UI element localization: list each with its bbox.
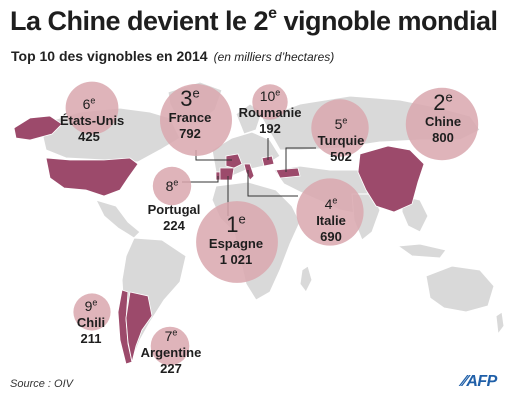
rank-usa: 6e [82,95,96,112]
rank-espagne: 1e [226,212,246,238]
leader-italie [247,170,298,197]
france-shape [225,153,243,169]
label-chili: 9e Chili 211 [68,294,114,347]
name-turquie: Turquie [317,132,365,148]
name-roumanie: Roumanie [238,104,302,120]
leader-portugal [182,176,219,183]
bubble-espagne [196,201,278,283]
argentina-shape [125,291,153,363]
label-roumanie: 10e Roumanie 192 [238,84,302,137]
label-espagne: 1e Espagne 1 021 [200,212,272,268]
value-italie: 690 [320,228,342,244]
new-zealand [495,311,505,336]
value-argentine: 227 [160,360,182,376]
label-portugal: Portugal 224 [134,202,214,234]
value-chili: 211 [80,330,102,346]
bubble-chili [73,293,111,331]
label-argentine: 7e Argentine 227 [134,324,208,377]
rank-france: 3e [180,86,200,112]
name-chili: Chili [76,314,106,330]
name-chine: Chine [424,114,462,130]
rank-portugal: 8e [165,177,179,194]
label-chine: 2e Chine 800 [418,90,468,146]
label-italie: 4e Italie 690 [302,192,360,245]
australia [425,265,495,313]
leader-lines [182,138,316,216]
bubble-italie [296,178,364,246]
label-turquie: 5e Turquie 502 [310,112,372,165]
highlighted-countries [13,115,425,365]
usa-shape [45,157,139,197]
rank-italie: 4e [324,195,338,212]
leader-turquie [285,147,316,172]
italy-shape [243,163,255,181]
romania-shape [261,155,275,167]
name-argentine: Argentine [140,344,202,360]
source-note: Source : OIV [10,378,73,390]
page-title: La Chine devient le 2e vignoble mondial [10,5,498,36]
bubble-roumanie [252,84,288,120]
bubble-argentine [150,326,190,366]
value-turquie: 502 [330,148,352,164]
name-espagne: Espagne [208,236,264,252]
spain-shape [219,167,235,181]
value-espagne: 1 021 [219,252,253,268]
china-shape [357,145,425,213]
bubble-france [160,84,232,156]
rank-roumanie: 10e [259,87,281,104]
madagascar [299,265,313,293]
indonesia [396,243,447,259]
bubble-usa [65,81,119,135]
value-roumanie: 192 [259,120,281,136]
bubble-group [65,81,479,366]
bubble-turquie [311,99,369,157]
bubble-portugal [152,166,192,206]
value-portugal: 224 [163,218,185,233]
subtitle: Top 10 des vignobles en 2014 (en milliers… [11,48,335,64]
name-italie: Italie [316,212,346,228]
central-america [95,199,141,239]
alaska-shape [13,115,63,141]
label-france: 3e France 792 [168,86,212,142]
rank-chili: 9e [84,297,98,314]
bubble-chine [405,87,479,161]
label-usa: 6e États-Unis 425 [60,92,125,145]
value-chine: 800 [432,130,454,146]
name-portugal: Portugal [147,202,201,217]
rank-chine: 2e [433,90,453,116]
rank-turquie: 5e [334,115,348,132]
value-france: 792 [179,126,201,142]
units-note: (en milliers d’hectares) [213,50,335,64]
name-usa: États-Unis [60,112,125,128]
name-france: France [168,110,212,126]
turkey-shape [275,167,301,179]
afp-logo: ⁄⁄AFP [462,373,497,390]
rank-argentine: 7e [164,327,178,344]
value-usa: 425 [78,128,100,144]
rank-label-portugal: 8e [156,174,188,195]
